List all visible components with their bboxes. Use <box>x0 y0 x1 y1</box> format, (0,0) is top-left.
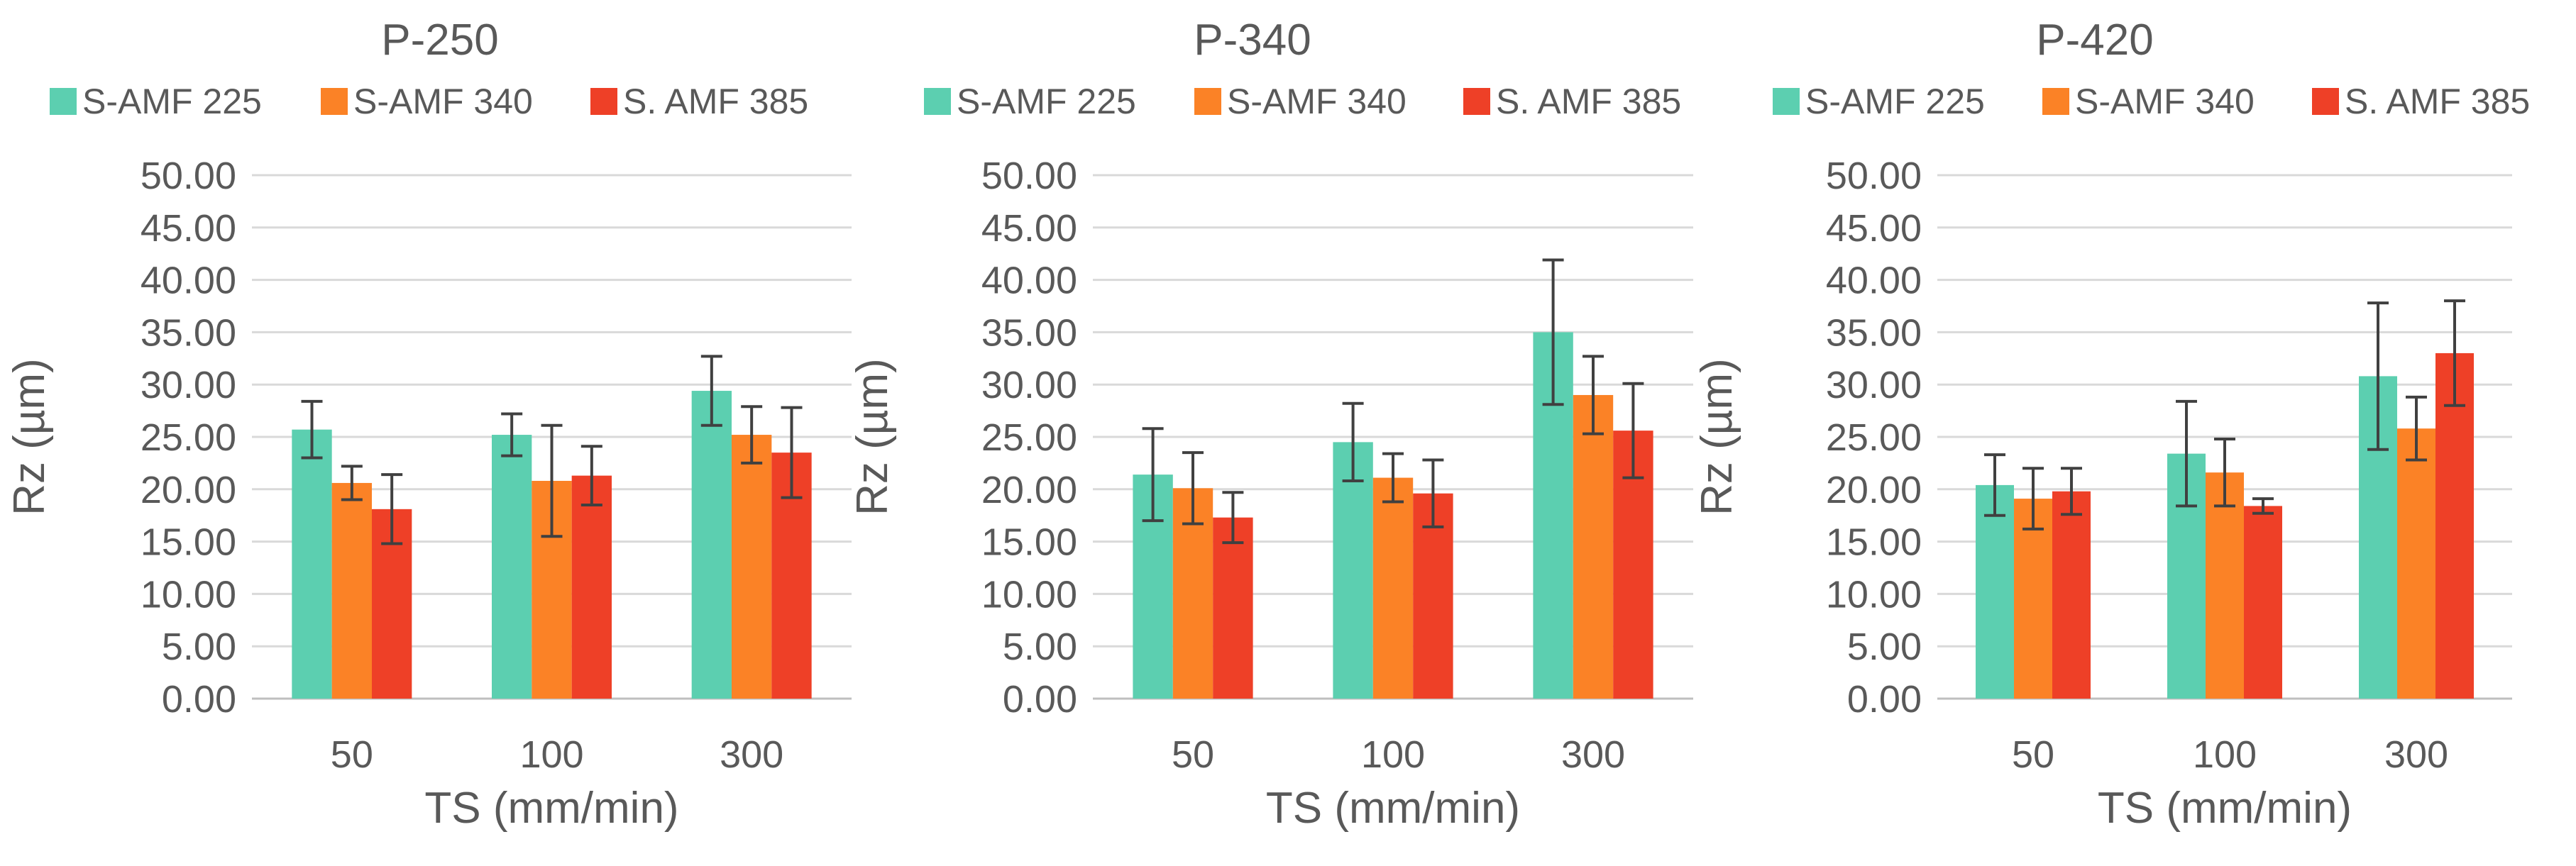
x-tick-label: 50 <box>331 733 373 776</box>
y-tick-label: 20.00 <box>141 469 236 511</box>
y-tick-label: 15.00 <box>141 521 236 564</box>
y-tick-label: 25.00 <box>981 416 1077 459</box>
legend-swatch <box>50 88 77 115</box>
legend-label: S. AMF 385 <box>1496 82 1681 121</box>
bar <box>492 435 532 699</box>
legend-item: S-AMF 225 <box>50 82 262 121</box>
bar <box>2052 491 2091 699</box>
legend-swatch <box>590 88 617 115</box>
bar <box>2435 352 2474 699</box>
y-tick-label: 20.00 <box>981 469 1077 511</box>
legend-label: S. AMF 385 <box>623 82 808 121</box>
legend-label: S-AMF 340 <box>2075 82 2255 121</box>
y-tick-label: 25.00 <box>141 416 236 459</box>
legend-swatch <box>1463 88 1490 115</box>
legend-swatch <box>321 88 348 115</box>
legend-item: S. AMF 385 <box>590 82 808 121</box>
bar <box>2206 472 2244 699</box>
legend-label: S-AMF 225 <box>957 82 1136 121</box>
legend-label: S. AMF 385 <box>2345 82 2530 121</box>
y-tick-label: 35.00 <box>141 311 236 354</box>
chart-title: P-250 <box>381 16 498 65</box>
bar <box>1333 442 1373 699</box>
x-tick-label: 300 <box>720 733 783 776</box>
legend-swatch <box>2042 88 2069 115</box>
bar <box>1573 394 1614 699</box>
y-tick-label: 0.00 <box>1847 678 1922 721</box>
y-tick-label: 20.00 <box>1826 469 1922 511</box>
y-tick-label: 10.00 <box>1826 573 1922 616</box>
y-tick-label: 10.00 <box>981 573 1077 616</box>
y-tick-label: 25.00 <box>1826 416 1922 459</box>
y-tick-label: 5.00 <box>1003 626 1077 668</box>
y-tick-label: 50.00 <box>1826 155 1922 197</box>
legend-swatch <box>924 88 951 115</box>
y-axis-title: Rz (µm) <box>1692 358 1741 516</box>
y-tick-label: 0.00 <box>1003 678 1077 721</box>
bar <box>691 391 732 699</box>
chart-panel-p-250: P-250 S-AMF 225 S-AMF 340 S. AMF 385 0.00 5.0… <box>5 16 852 833</box>
legend-item: S-AMF 340 <box>1194 82 1407 121</box>
legend-swatch <box>1773 88 1800 115</box>
y-tick-label: 40.00 <box>141 260 236 302</box>
y-tick-label: 35.00 <box>1826 311 1922 354</box>
x-tick-label: 50 <box>1172 733 1214 776</box>
bar <box>571 475 612 699</box>
legend-item: S. AMF 385 <box>1463 82 1681 121</box>
bar <box>1372 477 1414 699</box>
bar <box>292 429 332 699</box>
legend-label: S-AMF 225 <box>82 82 262 121</box>
x-tick-label: 300 <box>1561 733 1625 776</box>
bar <box>1976 484 2014 699</box>
bar <box>2244 506 2282 699</box>
y-tick-label: 15.00 <box>981 521 1077 564</box>
x-axis-title: TS (mm/min) <box>2098 784 2352 833</box>
y-tick-label: 5.00 <box>1847 626 1922 668</box>
y-axis-title: Rz (µm) <box>848 358 897 516</box>
y-tick-label: 10.00 <box>141 573 236 616</box>
legend-swatch <box>2312 88 2339 115</box>
y-tick-label: 0.00 <box>162 678 236 721</box>
x-tick-label: 300 <box>2384 733 2448 776</box>
bar <box>1213 517 1253 699</box>
y-tick-label: 50.00 <box>141 155 236 197</box>
y-tick-label: 30.00 <box>1826 364 1922 406</box>
x-axis-title: TS (mm/min) <box>1266 784 1520 833</box>
legend-item: S-AMF 225 <box>924 82 1136 121</box>
y-axis-title: Rz (µm) <box>5 358 54 516</box>
chart-panel-p-420: P-420 S-AMF 225 S-AMF 340 S. AMF 385 0.00 5.0… <box>1692 16 2530 833</box>
y-tick-label: 5.00 <box>162 626 236 668</box>
x-tick-label: 100 <box>519 733 583 776</box>
chart-title: P-420 <box>2036 16 2153 65</box>
y-tick-label: 30.00 <box>141 364 236 406</box>
legend-item: S-AMF 340 <box>2042 82 2255 121</box>
x-tick-label: 100 <box>1361 733 1425 776</box>
legend-label: S-AMF 225 <box>1805 82 1985 121</box>
bar <box>732 435 772 699</box>
x-tick-label: 50 <box>2012 733 2054 776</box>
y-tick-label: 30.00 <box>981 364 1077 406</box>
y-tick-label: 45.00 <box>141 207 236 250</box>
legend-swatch <box>1194 88 1221 115</box>
x-tick-label: 100 <box>2193 733 2257 776</box>
legend-label: S-AMF 340 <box>1227 82 1407 121</box>
legend-item: S-AMF 225 <box>1773 82 1985 121</box>
bar <box>2397 428 2435 699</box>
y-tick-label: 40.00 <box>1826 260 1922 302</box>
chart-panel-p-340: P-340 S-AMF 225 S-AMF 340 S. AMF 385 0.00 5.0… <box>848 16 1693 833</box>
y-tick-label: 45.00 <box>981 207 1077 250</box>
y-tick-label: 40.00 <box>981 260 1077 302</box>
legend-label: S-AMF 340 <box>353 82 533 121</box>
legend-item: S-AMF 340 <box>321 82 533 121</box>
y-tick-label: 35.00 <box>981 311 1077 354</box>
y-tick-label: 15.00 <box>1826 521 1922 564</box>
chart-title: P-340 <box>1194 16 1311 65</box>
bar <box>2014 499 2052 699</box>
y-tick-label: 50.00 <box>981 155 1077 197</box>
x-axis-title: TS (mm/min) <box>424 784 678 833</box>
bar <box>331 482 372 699</box>
legend-item: S. AMF 385 <box>2312 82 2530 121</box>
y-tick-label: 45.00 <box>1826 207 1922 250</box>
